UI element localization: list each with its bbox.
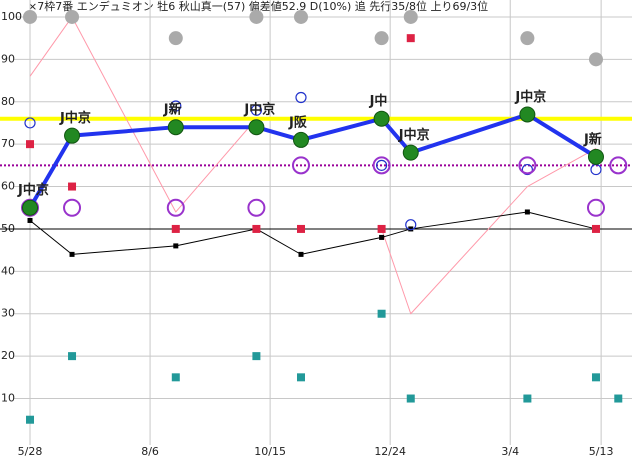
marker — [249, 9, 264, 24]
marker — [588, 52, 603, 67]
x-tick-label: 12/24 — [374, 445, 406, 458]
y-tick-label: 80 — [1, 95, 15, 108]
marker — [524, 209, 530, 215]
marker — [68, 352, 77, 361]
point-label: J中京 — [514, 89, 546, 105]
point-label: J中 — [369, 93, 388, 109]
marker — [64, 127, 81, 144]
marker — [293, 9, 308, 24]
marker — [170, 100, 182, 112]
marker — [168, 31, 183, 46]
marker — [376, 159, 388, 171]
marker — [26, 140, 35, 149]
y-tick-label: 30 — [1, 307, 15, 320]
marker — [296, 224, 305, 233]
marker — [379, 234, 385, 240]
marker — [406, 394, 415, 403]
chart-title: ×7枠7番 エンデュミオン 牡6 秋山真一(57) 偏差値52.9 D(10%)… — [28, 0, 488, 13]
marker — [291, 156, 310, 175]
marker — [69, 251, 75, 257]
marker — [298, 251, 304, 257]
marker — [23, 9, 38, 24]
point-label: J中京 — [17, 182, 49, 198]
marker — [609, 156, 628, 175]
marker — [68, 182, 77, 191]
marker — [250, 104, 263, 116]
marker — [247, 198, 266, 217]
marker — [292, 131, 309, 148]
marker — [24, 117, 36, 129]
marker — [373, 110, 390, 127]
x-tick-label: 3/4 — [501, 445, 519, 458]
marker — [406, 34, 415, 43]
marker — [167, 119, 184, 136]
marker — [523, 394, 532, 403]
marker — [252, 352, 261, 361]
y-tick-label: 20 — [1, 349, 15, 362]
marker — [402, 144, 419, 161]
marker — [248, 119, 265, 136]
y-tick-label: 60 — [1, 180, 15, 193]
point-label: J中京 — [59, 110, 91, 126]
marker — [171, 224, 180, 233]
y-tick-label: 10 — [1, 392, 15, 405]
x-tick-label: 10/15 — [254, 445, 286, 458]
marker — [405, 219, 417, 231]
marker — [295, 91, 307, 104]
x-tick-label: 5/28 — [18, 445, 43, 458]
marker — [586, 198, 605, 217]
x-tick-label: 5/13 — [589, 445, 614, 458]
marker — [173, 243, 179, 249]
y-tick-label: 90 — [1, 52, 15, 65]
y-tick-label: 100 — [1, 10, 22, 23]
marker — [614, 394, 623, 403]
marker — [520, 31, 535, 46]
marker — [63, 198, 82, 217]
series-line — [29, 16, 257, 213]
marker — [408, 226, 414, 232]
marker — [377, 309, 386, 318]
point-label: J中京 — [398, 127, 430, 143]
marker — [166, 198, 185, 217]
marker — [521, 163, 533, 176]
x-tick-label: 8/6 — [141, 445, 159, 458]
marker — [591, 224, 600, 233]
marker — [377, 224, 386, 233]
marker — [403, 9, 418, 24]
y-tick-label: 40 — [1, 264, 15, 277]
point-label: J阪 — [288, 115, 308, 130]
marker — [519, 106, 536, 123]
point-label: J新 — [163, 102, 182, 118]
marker — [26, 415, 35, 424]
marker — [518, 156, 537, 175]
marker — [374, 31, 389, 46]
marker — [22, 199, 39, 216]
marker — [372, 156, 391, 175]
marker — [252, 224, 261, 233]
marker — [296, 373, 305, 382]
y-tick-label: 70 — [1, 137, 15, 150]
marker — [27, 217, 33, 223]
point-label: J中京 — [243, 102, 275, 118]
point-label: J新 — [583, 131, 602, 147]
marker — [587, 148, 604, 165]
marker — [591, 373, 600, 382]
series-line — [381, 147, 597, 315]
marker — [65, 9, 80, 24]
marker — [171, 373, 180, 382]
